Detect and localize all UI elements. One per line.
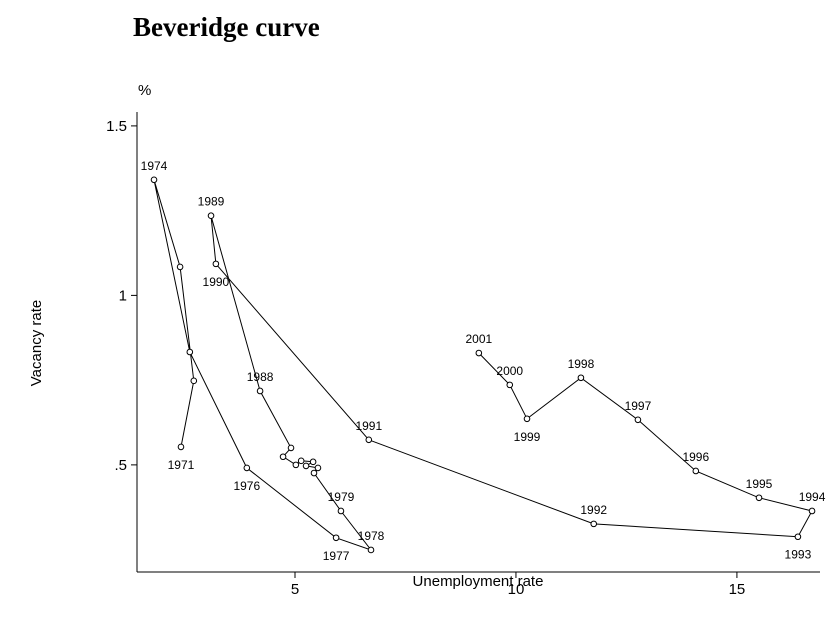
point [577,374,585,382]
point [279,453,287,461]
point-label: 1971 [168,458,195,472]
x-tick-label: 15 [729,581,746,598]
point [365,436,373,444]
point [243,464,251,472]
point [302,462,310,470]
x-tick-label: 5 [291,581,299,598]
point-label: 2000 [496,364,523,378]
point [590,520,598,528]
point-label: 1978 [358,529,385,543]
point-label: 1988 [247,370,274,384]
point [337,507,345,515]
y-tick-label: .5 [114,457,127,474]
point [692,467,700,475]
point [506,381,514,389]
point [367,546,375,554]
point [186,348,194,356]
x-axis-label: Unemployment rate [413,573,544,590]
point [177,443,185,451]
y-axis-label: Vacancy rate [28,300,45,386]
y-tick-label: 1 [119,287,127,304]
point [150,176,158,184]
point-label: 1997 [625,399,652,413]
point [523,415,531,423]
point [310,469,318,477]
point [256,387,264,395]
point-label: 2001 [465,332,492,346]
point-label: 1992 [580,503,607,517]
point [190,377,198,385]
point-label: 1998 [568,357,595,371]
point-label: 1976 [233,479,260,493]
point [292,461,300,469]
point [634,416,642,424]
point-label: 1990 [203,275,230,289]
chart-title: Beveridge curve [133,12,320,42]
point [176,263,184,271]
point [332,534,340,542]
point [207,212,215,220]
point [287,444,295,452]
y-unit: % [138,82,151,99]
point-label: 1993 [785,548,812,562]
point-label: 1995 [746,477,773,491]
point [755,494,763,502]
point-label: 1994 [799,490,826,504]
point [808,507,816,515]
point [297,457,305,465]
point-label: 1989 [198,195,225,209]
point [794,533,802,541]
point-label: 1974 [141,159,168,173]
point [212,260,220,268]
point-label: 1999 [514,430,541,444]
point-label: 1979 [328,490,355,504]
x-tick-label: 10 [508,581,525,598]
y-tick-label: 1.5 [106,118,127,135]
point [314,464,322,472]
point-label: 1991 [355,419,382,433]
point-label: 1977 [323,549,350,563]
point [475,349,483,357]
point-label: 1996 [682,450,709,464]
point [309,458,317,466]
series-line [153,179,813,552]
